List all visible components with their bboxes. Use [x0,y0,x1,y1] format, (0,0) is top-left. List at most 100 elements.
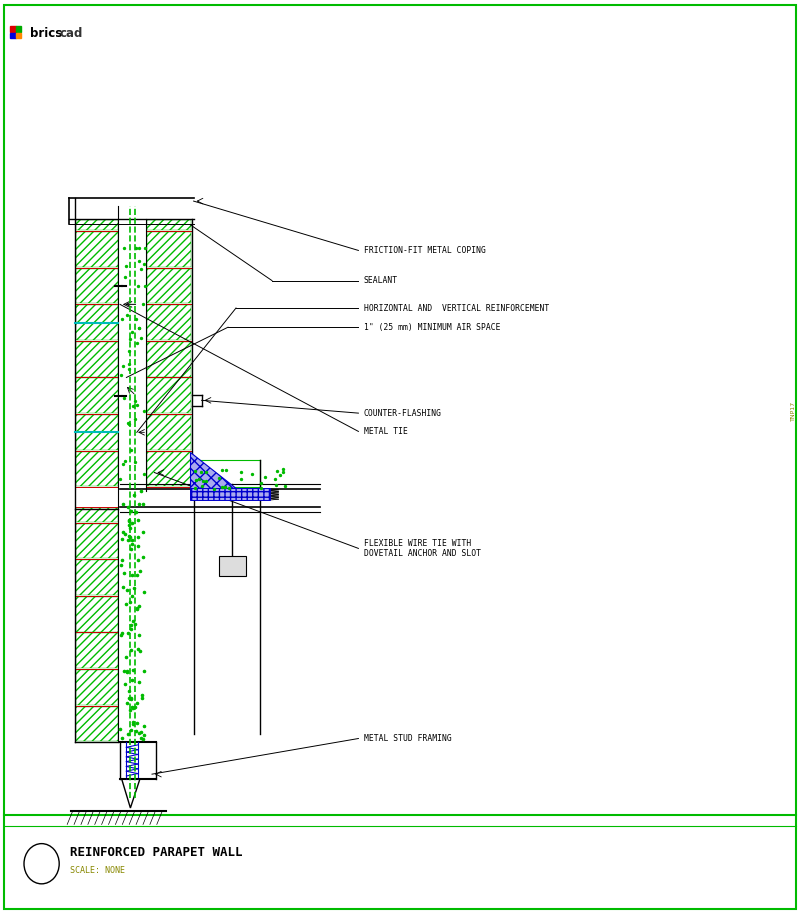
Bar [75,341,118,377]
Point [122,533,134,547]
Point [136,550,149,565]
Bar [76,560,118,595]
Point [137,297,150,312]
Point [122,357,135,372]
Bar [75,669,118,706]
Polygon shape [190,452,237,489]
Point [189,481,202,495]
Text: METAL TIE: METAL TIE [364,427,408,436]
Point [122,500,134,515]
Point [195,478,208,493]
Bar [16,27,21,32]
Point [125,618,138,632]
Text: 1" (25 mm) MINIMUM AIR SPACE: 1" (25 mm) MINIMUM AIR SPACE [364,323,501,332]
Point [133,600,146,614]
Point [213,471,226,485]
Point [119,597,132,611]
Point [122,626,134,641]
Point [134,261,147,276]
Text: cad: cad [59,27,82,40]
Point [133,321,146,335]
Point [118,664,130,678]
Bar [146,341,192,377]
Point [125,505,138,519]
Point [197,473,210,488]
Bar [76,305,118,340]
Point [130,335,143,350]
Point [126,533,139,547]
Bar [76,524,118,558]
Point [129,393,142,408]
Point [121,664,134,679]
Point [124,692,137,707]
Point [215,479,228,494]
Point [116,731,129,746]
Text: TNP17: TNP17 [791,401,796,421]
Text: FLEXIBLE WIRE TIE WITH
DOVETAIL ANCHOR AND SLOT: FLEXIBLE WIRE TIE WITH DOVETAIL ANCHOR A… [364,538,481,558]
Bar [75,706,118,742]
Bar [146,231,192,268]
Point [130,240,142,255]
Point [130,568,143,582]
Point [126,715,139,729]
Text: brics: brics [30,27,62,40]
Bar [75,219,118,231]
Point [130,398,143,412]
Bar [75,231,118,268]
Point [207,482,220,496]
Text: HORIZONTAL AND  VERTICAL REINFORCEMENT: HORIZONTAL AND VERTICAL REINFORCEMENT [364,303,550,313]
Point [114,368,127,383]
Point [119,270,132,284]
Point [130,505,142,519]
Point [115,553,128,568]
Point [190,473,202,487]
Point [193,472,206,486]
Point [124,703,137,717]
Point [268,472,281,486]
Point [129,412,142,427]
Point [129,617,142,632]
Bar [147,269,191,303]
Bar [75,451,118,487]
Point [130,716,143,730]
Point [124,530,137,545]
Point [133,628,146,643]
Point [134,725,147,739]
Point [125,690,138,705]
Point [126,663,139,677]
Point [114,722,126,737]
Point [274,467,286,482]
Point [126,700,138,715]
Text: SEALANT: SEALANT [364,276,398,285]
Point [137,719,150,734]
Bar [147,342,191,377]
Point [114,473,126,487]
Point [124,595,137,610]
Bar [10,33,15,38]
Point [215,462,228,477]
Point [126,515,138,530]
Point [125,542,138,557]
Point [194,465,207,480]
Point [130,601,143,616]
Point [134,330,147,345]
Bar [76,232,118,267]
Bar [146,268,192,304]
Point [120,696,133,711]
Point [188,464,201,479]
Bar [146,377,192,414]
Text: REINFORCED PARAPET WALL: REINFORCED PARAPET WALL [70,846,243,859]
Bar [75,559,118,596]
Point [246,466,258,481]
Point [234,472,247,486]
Point [122,362,135,377]
Bar [76,670,118,705]
Bar [76,342,118,377]
Point [132,675,145,690]
Point [124,332,137,346]
Point [118,566,131,580]
Point [138,585,150,600]
Bar [76,508,118,522]
Point [118,391,130,406]
Point [218,480,231,494]
